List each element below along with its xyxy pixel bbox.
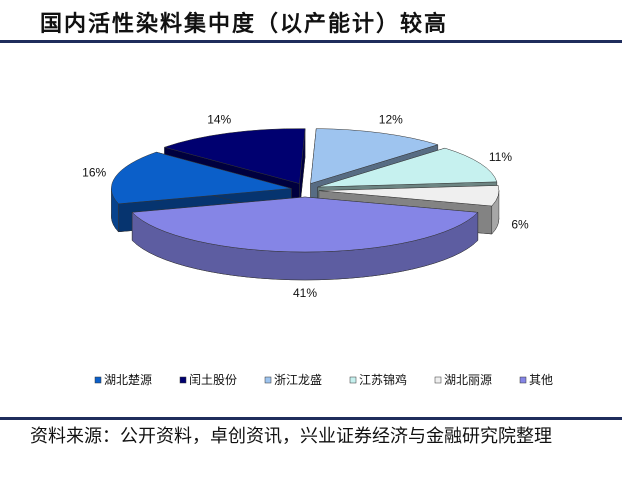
slice — [111, 151, 292, 205]
data-label: 12% — [379, 112, 403, 126]
legend-swatch — [94, 376, 102, 384]
data-label: 6% — [511, 217, 529, 231]
legend-label: 湖北楚源 — [104, 372, 152, 387]
slice — [317, 147, 498, 188]
legend-label: 闰土股份 — [189, 373, 237, 387]
chart-title: 国内活性染料集中度（以产能计）较高 — [40, 11, 449, 37]
data-label: 16% — [82, 166, 106, 180]
legend-label: 湖北丽源 — [444, 372, 492, 387]
slice — [318, 185, 500, 207]
legend-swatch — [519, 376, 527, 384]
source-note: 资料来源：公开资料，卓创资讯，兴业证券经济与金融研究院整理 — [30, 426, 552, 447]
legend-label: 江苏锦鸡 — [359, 372, 407, 387]
legend-label: 其他 — [529, 373, 553, 387]
legend-label: 浙江龙盛 — [274, 372, 322, 387]
legend-swatch — [349, 376, 357, 384]
divider — [0, 40, 622, 43]
data-label: 14% — [207, 112, 231, 126]
legend-swatch — [264, 376, 272, 384]
slice — [131, 196, 479, 253]
divider — [0, 417, 622, 420]
data-label: 41% — [293, 286, 317, 300]
slice — [163, 128, 306, 184]
slice — [310, 128, 439, 184]
chart: 16% 14% 12% 11% 6% 41% 湖北楚源 闰土股份 浙江龙盛 江苏锦鸡 湖北丽源 其他 — [82, 112, 553, 387]
legend-swatch — [434, 376, 442, 384]
legend-swatch — [179, 376, 187, 384]
data-label: 11% — [489, 150, 512, 164]
